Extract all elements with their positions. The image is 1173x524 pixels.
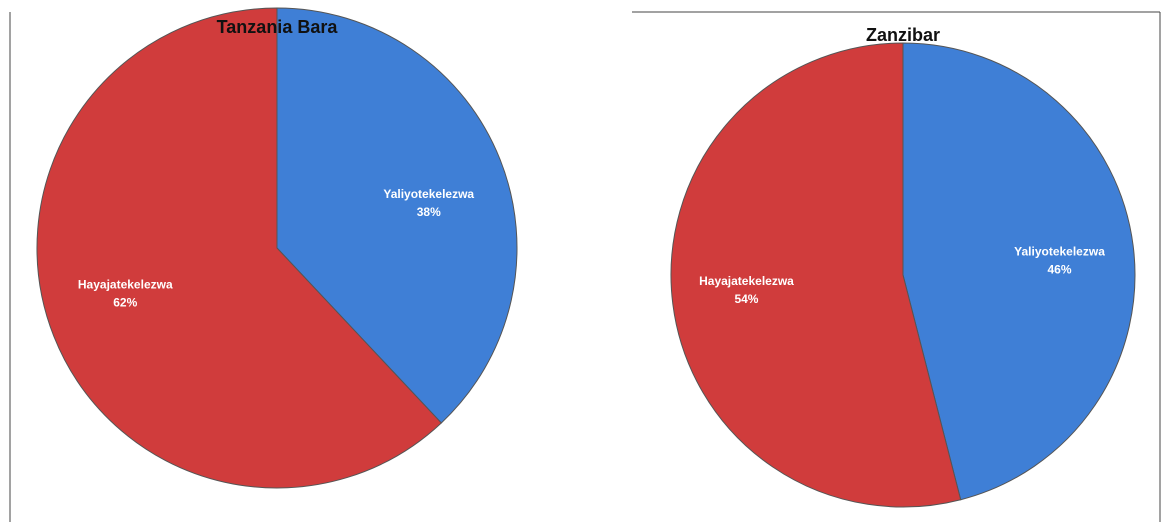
pie-slice	[670, 42, 962, 508]
chart-title: Zanzibar	[866, 25, 940, 45]
pie-slice	[276, 7, 518, 424]
pie-slice	[36, 7, 442, 489]
pie-slice	[902, 42, 1136, 501]
slice-category: Hayajatekelezwa	[699, 274, 794, 288]
slice-value-label: 62%	[113, 296, 137, 310]
slice-category: Yaliyotekelezwa	[1014, 244, 1105, 258]
chart-title: Tanzania Bara	[217, 17, 339, 37]
slice-category: Hayajatekelezwa	[78, 278, 173, 292]
slice-category: Yaliyotekelezwa	[383, 187, 474, 201]
slice-value-label: 38%	[417, 205, 441, 219]
slice-value-label: 54%	[734, 292, 758, 306]
slice-value-label: 46%	[1048, 262, 1072, 276]
